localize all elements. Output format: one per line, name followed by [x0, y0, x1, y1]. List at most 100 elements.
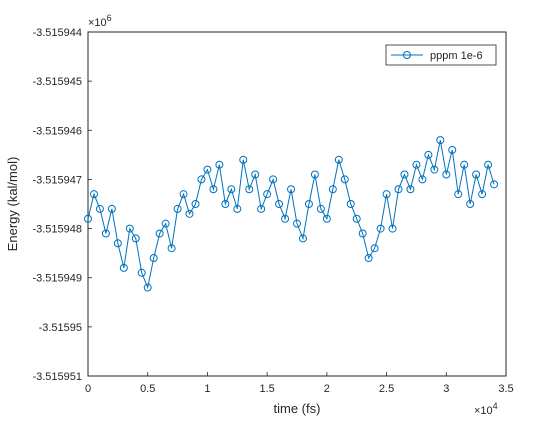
x-tick-label: 0 [85, 383, 91, 395]
data-point [245, 185, 254, 194]
series-line [87, 140, 495, 290]
data-point [472, 170, 481, 179]
legend-label: pppm 1e-6 [430, 50, 483, 62]
data-point [370, 244, 379, 253]
data-point [197, 175, 206, 184]
y-tick-label: -3.51595 [39, 322, 82, 334]
data-point [167, 244, 176, 253]
data-point [239, 155, 248, 164]
y-exponent-label: ×106 [88, 13, 112, 29]
data-point [484, 160, 493, 169]
y-tick-label: -3.515951 [32, 371, 82, 383]
data-point [310, 170, 319, 179]
data-point [221, 200, 230, 208]
data-point [316, 204, 325, 213]
data-point [179, 190, 188, 199]
legend-box [385, 44, 497, 66]
data-point [304, 200, 313, 208]
data-point [412, 160, 421, 169]
x-exponent-base: ×10 [474, 405, 493, 417]
data-point [436, 136, 445, 145]
axis-ticks: 0 0.5 1 1.5 2 2.5 3 3.5 -3.515944 -3.515945 -3.515… [32, 27, 513, 395]
x-tick-label: 1.5 [259, 383, 274, 395]
x-exponent-power: 4 [493, 401, 498, 411]
data-point [173, 204, 182, 213]
data-point [448, 145, 457, 154]
x-exponent-label: ×104 [474, 401, 498, 417]
data-point [376, 224, 385, 233]
data-point [346, 200, 355, 208]
data-point [281, 214, 290, 223]
data-point [490, 180, 499, 189]
data-point [113, 239, 122, 248]
data-point [89, 190, 98, 199]
y-tick-label: -3.515945 [32, 76, 82, 88]
data-point [101, 229, 110, 238]
data-point [161, 219, 170, 228]
x-axis-label: time (fs) [274, 401, 321, 416]
data-point [125, 224, 134, 233]
data-point [293, 219, 301, 228]
y-tick-label: -3.515947 [32, 174, 82, 186]
data-point [430, 165, 439, 174]
data-point [382, 190, 391, 199]
data-point [400, 170, 409, 179]
data-point [227, 185, 236, 194]
x-tick-label: 0.5 [140, 383, 155, 395]
data-point [454, 190, 463, 199]
y-axis-label: Energy (kal/mol) [5, 157, 20, 252]
x-tick-label: 3 [443, 383, 449, 395]
data-point [107, 204, 116, 213]
data-point [84, 214, 92, 223]
y-tick-label: -3.515949 [32, 273, 82, 285]
data-point [155, 229, 164, 238]
data-point [460, 160, 469, 169]
x-tick-label: 1 [204, 383, 210, 395]
data-point [287, 185, 296, 194]
x-tick-label: 2 [324, 383, 330, 395]
data-point [352, 214, 361, 223]
data-point [334, 155, 343, 164]
legend-marker-sample [403, 51, 411, 59]
data-point [149, 254, 158, 263]
data-point [185, 209, 194, 218]
y-exponent-power: 6 [107, 13, 112, 23]
data-point [263, 190, 272, 199]
y-tick-label: -3.515946 [32, 125, 82, 137]
y-tick-label: -3.515948 [32, 224, 82, 236]
data-point [478, 190, 487, 199]
data-point [209, 185, 218, 194]
y-tick-label: -3.515944 [32, 27, 82, 39]
data-point [442, 170, 451, 179]
x-tick-label: 2.5 [379, 383, 394, 395]
x-tick-label: 3.5 [498, 383, 513, 395]
data-point [137, 268, 146, 277]
data-point [418, 175, 427, 184]
data-point [215, 160, 224, 169]
data-point [119, 263, 128, 272]
data-point [191, 200, 200, 208]
series-layer [84, 136, 499, 292]
y-exponent-base: ×10 [88, 17, 107, 29]
data-point [203, 165, 212, 174]
data-point [466, 200, 475, 208]
data-point [340, 175, 349, 184]
data-point [233, 204, 242, 213]
data-point [394, 185, 403, 194]
data-point [406, 185, 415, 194]
data-point [143, 283, 152, 292]
data-point [424, 150, 433, 159]
data-point [251, 170, 260, 179]
data-point [95, 204, 104, 213]
plot-area [87, 31, 507, 377]
data-point [322, 214, 331, 223]
data-point [257, 204, 266, 213]
data-point [364, 254, 373, 263]
data-point [298, 234, 307, 243]
data-point [328, 185, 337, 194]
data-point [358, 229, 367, 238]
data-point [269, 175, 278, 184]
data-point [388, 224, 397, 233]
